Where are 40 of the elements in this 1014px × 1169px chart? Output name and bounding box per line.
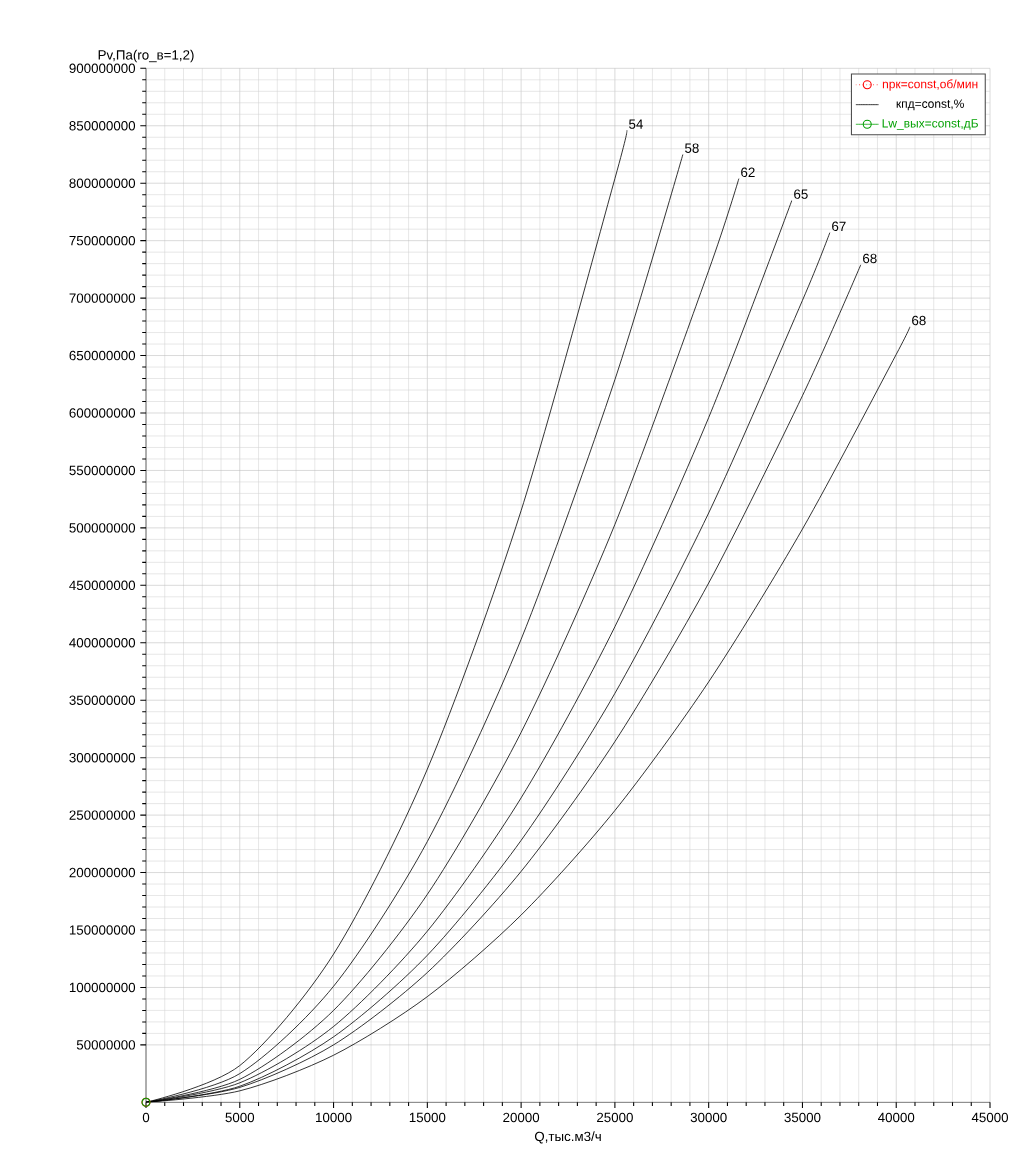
x-tick-label: 35000 <box>784 1112 821 1123</box>
annotation: 67 <box>832 221 846 232</box>
y-tick-label: 700000000 <box>69 293 136 303</box>
y-tick-label: 500000000 <box>69 523 136 533</box>
annotation: 54 <box>629 119 643 129</box>
annotation: 68 <box>863 253 877 264</box>
legend-label: Lw_вых=const,дБ <box>882 119 978 130</box>
y-tick-label: 250000000 <box>69 810 136 820</box>
x-tick-label: 10000 <box>316 1112 352 1123</box>
x-tick-label: 0 <box>142 1112 150 1123</box>
y-axis-title: Pv,Па(ro_в=1,2) <box>98 49 194 63</box>
y-tick-label: 800000000 <box>69 178 136 188</box>
y-tick-label: 100000000 <box>69 982 136 993</box>
x-tick-label: 30000 <box>690 1112 727 1123</box>
y-tick-label: 750000000 <box>69 235 136 246</box>
annotation: 62 <box>741 167 755 178</box>
y-tick-label: 400000000 <box>69 638 136 648</box>
x-tick-label: 5000 <box>225 1112 255 1123</box>
legend-label: кпд=const,% <box>896 99 964 111</box>
y-tick-label: 300000000 <box>69 752 136 763</box>
y-tick-label: 550000000 <box>69 465 136 476</box>
y-tick-label: 450000000 <box>69 580 136 591</box>
x-tick-label: 45000 <box>971 1112 1009 1123</box>
x-tick-label: 20000 <box>503 1112 540 1123</box>
y-tick-label: 600000000 <box>69 408 136 418</box>
y-tick-label: 200000000 <box>69 867 136 878</box>
y-tick-label: 650000000 <box>69 350 136 361</box>
legend-label: nрк=const,об/мин <box>882 79 978 91</box>
annotation: 58 <box>685 143 699 153</box>
y-tick-label: 50000000 <box>76 1040 136 1050</box>
y-tick-label: 900000000 <box>69 63 136 74</box>
y-tick-label: 350000000 <box>69 695 136 705</box>
annotation: 65 <box>794 189 808 199</box>
annotation: 68 <box>912 315 926 326</box>
x-tick-label: 15000 <box>409 1112 446 1123</box>
x-tick-label: 25000 <box>597 1112 633 1123</box>
y-tick-label: 150000000 <box>69 925 136 935</box>
x-axis-title: Q,тыс.м3/ч <box>534 1131 601 1144</box>
y-tick-label: 850000000 <box>69 121 136 131</box>
x-tick-label: 40000 <box>878 1112 915 1123</box>
